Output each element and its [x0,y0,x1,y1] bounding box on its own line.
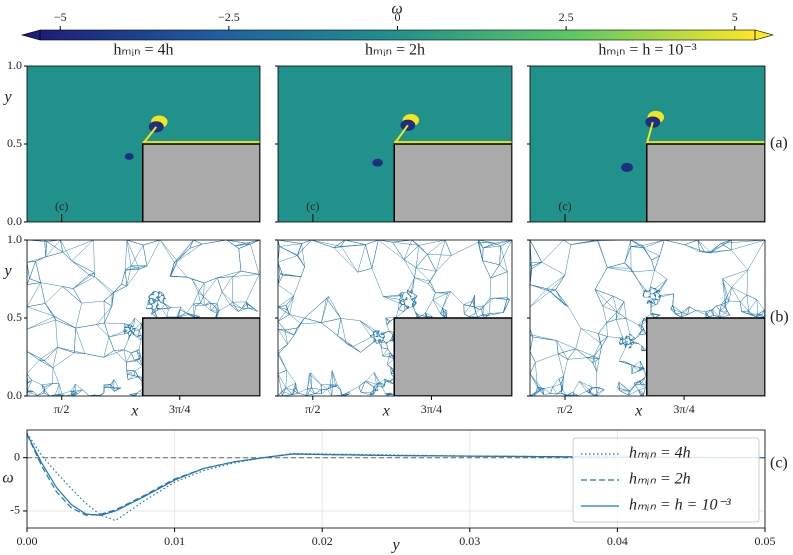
x-tick-label: 0.02 [312,534,333,548]
panel [530,66,765,222]
panel [27,240,260,396]
panel [530,240,765,396]
legend-label: hₘᵢₙ = h = 10⁻³ [629,497,731,514]
panel-title: hₘᵢₙ = 4h [114,42,174,59]
x-tick-label: π/2 [54,402,69,416]
plot-frame [26,429,766,529]
colorbar-tick-label: 2.5 [559,10,574,24]
y-tick-label: 1.0 [7,232,22,246]
x-tick-label: 0.03 [459,534,480,548]
shear-layer [394,141,512,144]
cut-marker-label: (c) [558,199,571,213]
x-tick-label: 0.05 [755,534,776,548]
colorbar-extend [20,29,41,41]
y-tick-label: 0 [14,449,20,463]
shear-layer [142,141,260,144]
step [393,143,512,222]
panel-label: (a) [770,135,788,152]
x-axis-label: x [130,403,138,420]
y-tick-label: -5 [10,503,20,517]
panel [27,66,260,222]
x-tick-label: 3π/4 [673,402,694,416]
colorbar-tick-label: 5 [732,10,738,24]
panel-label: (b) [770,309,789,326]
y-tick-label: 0.0 [7,214,22,228]
y-tick-label: 0.0 [7,388,22,402]
legend-label: hₘᵢₙ = 4h [629,445,691,462]
separating-layer [645,121,654,145]
legend [572,437,760,523]
cut-marker-label: (c) [306,199,319,213]
series-line [26,432,766,522]
step [645,143,765,222]
x-tick-label: 0.00 [17,534,38,548]
x-axis-label: x [382,403,390,420]
vortex [124,153,134,160]
legend-label: hₘᵢₙ = 2h [629,471,691,488]
y-tick-label: 1.0 [7,58,22,72]
x-tick-label: 0.01 [164,534,185,548]
x-tick-label: 3π/4 [421,402,442,416]
colorbar-tick-label: −2.5 [218,10,240,24]
shear-layer [646,141,765,144]
x-tick-label: 3π/4 [169,402,190,416]
y-tick-label: 0.5 [7,136,22,150]
x-tick-label: π/2 [305,402,320,416]
colorbar-tick-label: −5 [54,10,67,24]
y-axis-label: y [2,263,12,280]
separating-layer [393,124,409,145]
colorbar-tick-label: 0 [395,10,401,24]
x-tick-label: π/2 [557,402,572,416]
x-axis-label: x [634,403,642,420]
y-axis-label: y [2,89,12,106]
colorbar-extend [754,29,775,41]
step [141,143,260,222]
vortex [372,158,383,167]
mesh-edges [278,240,512,396]
panel [278,240,512,396]
y-tick-label: 0.5 [7,310,22,324]
cut-marker-label: (c) [55,199,68,213]
step [645,317,765,396]
panel-title: hₘᵢₙ = h = 10⁻³ [598,42,696,59]
panel [278,66,512,222]
step [393,317,512,396]
x-tick-label: 0.04 [607,534,628,548]
y-axis-label: ω [2,470,13,487]
colorbar-label: ω [391,1,402,18]
x-axis-label: y [390,537,400,554]
series-line [26,433,766,516]
colorbar [40,30,755,40]
vortex [621,162,634,172]
panel-title: hₘᵢₙ = 2h [365,42,425,59]
separating-layer [141,126,158,145]
panel-label: (c) [770,454,788,471]
step [141,317,260,396]
